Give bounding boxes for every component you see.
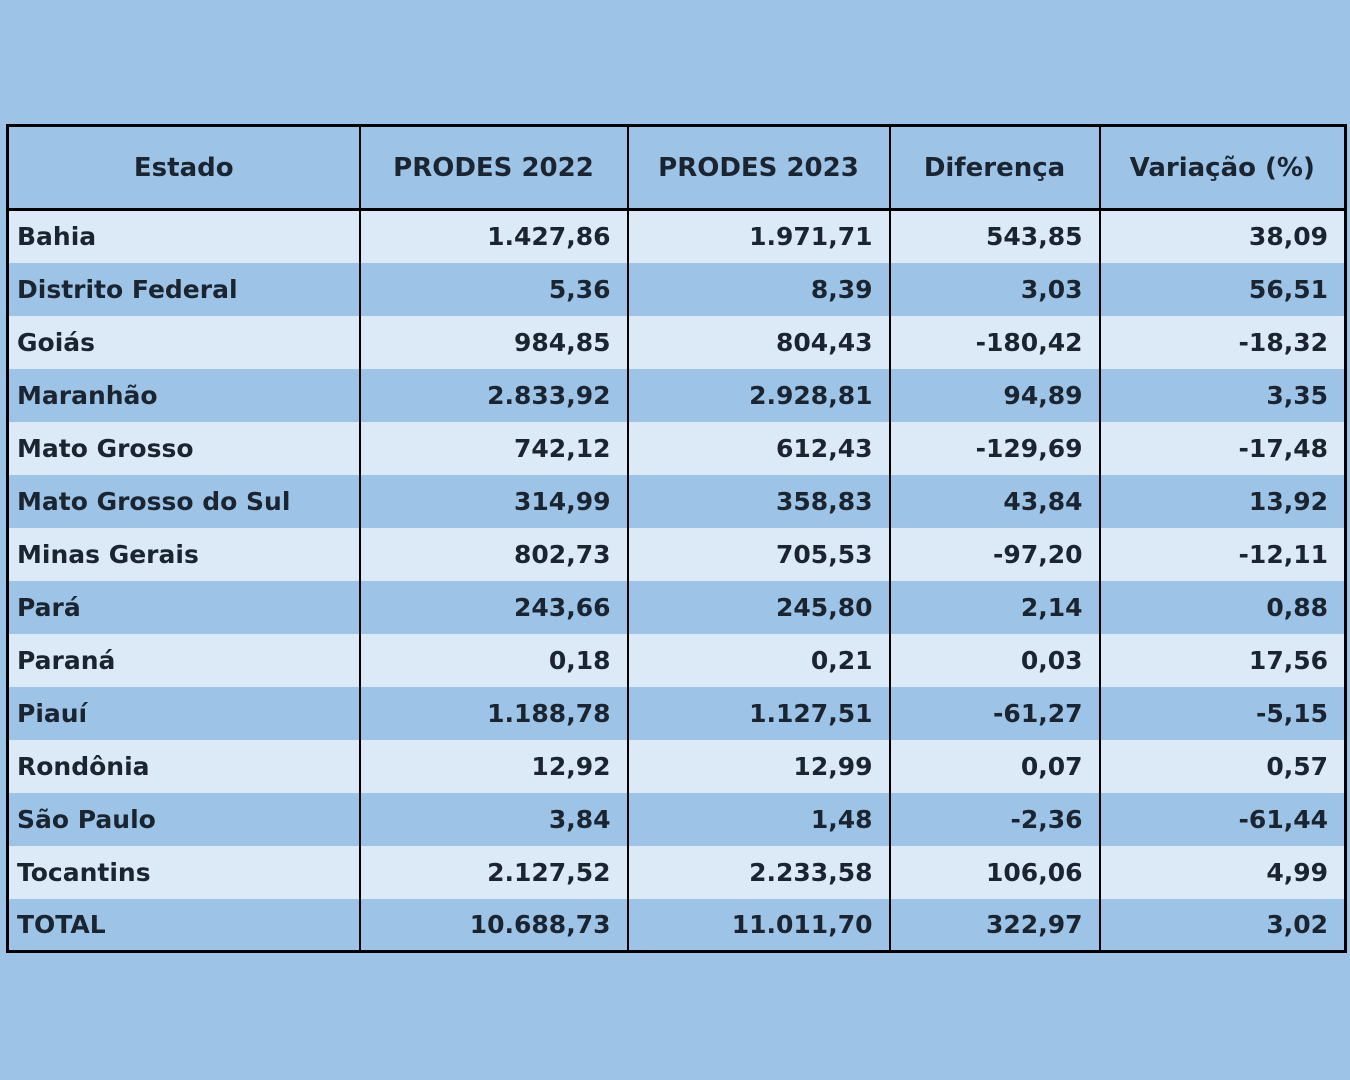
diferenca-cell: 0,07 [888,739,1100,793]
prodes-2022-cell: 0,18 [358,633,628,687]
table-row: Maranhão 2.833,92 2.928,81 94,89 3,35 [7,368,1346,422]
table-row: Rondônia 12,92 12,99 0,07 0,57 [7,739,1346,793]
variacao-cell: -61,44 [1098,792,1346,846]
prodes-2023-cell: 0,21 [626,633,890,687]
prodes-2022-cell: 742,12 [358,421,628,475]
prodes-2022-cell: 2.833,92 [358,368,628,422]
prodes-2023-cell: 8,39 [626,262,890,316]
variacao-cell: 17,56 [1098,633,1346,687]
variacao-cell: -17,48 [1098,421,1346,475]
prodes-2023-cell: 12,99 [626,739,890,793]
prodes-2023-cell: 1.127,51 [626,686,890,740]
prodes-2022-cell: 2.127,52 [358,845,628,899]
diferenca-cell: 106,06 [888,845,1100,899]
prodes-comparison-table: Estado PRODES 2022 PRODES 2023 Diferença… [6,124,1347,953]
prodes-2022-cell: 314,99 [358,474,628,528]
state-cell: Maranhão [17,380,158,410]
diferenca-cell: 2,14 [888,580,1100,634]
diferenca-cell: -2,36 [888,792,1100,846]
table-row: Paraná 0,18 0,21 0,03 17,56 [7,633,1346,687]
table-row: São Paulo 3,84 1,48 -2,36 -61,44 [7,792,1346,846]
table-row-total: TOTAL 10.688,73 11.011,70 322,97 3,02 [7,898,1346,952]
col-header-variacao: Variação (%) [1098,125,1346,211]
prodes-2022-cell: 3,84 [358,792,628,846]
table-row: Mato Grosso 742,12 612,43 -129,69 -17,48 [7,421,1346,475]
prodes-2023-cell: 2.928,81 [626,368,890,422]
prodes-2022-cell: 1.427,86 [358,209,628,263]
table-row: Bahia 1.427,86 1.971,71 543,85 38,09 [7,209,1346,263]
table-row: Pará 243,66 245,80 2,14 0,88 [7,580,1346,634]
table-row: Mato Grosso do Sul 314,99 358,83 43,84 1… [7,474,1346,528]
prodes-2023-cell: 804,43 [626,315,890,369]
table-row: Piauí 1.188,78 1.127,51 -61,27 -5,15 [7,686,1346,740]
diferenca-cell: -97,20 [888,527,1100,581]
diferenca-cell: -129,69 [888,421,1100,475]
state-cell: Paraná [17,645,116,675]
prodes-2023-cell: 1.971,71 [626,209,890,263]
col-header-diferenca: Diferença [888,125,1100,211]
variacao-cell: 0,57 [1098,739,1346,793]
variacao-cell: -12,11 [1098,527,1346,581]
prodes-2023-cell: 11.011,70 [626,898,890,952]
variacao-cell: 4,99 [1098,845,1346,899]
col-header-prodes-2023: PRODES 2023 [626,125,890,211]
variacao-cell: 56,51 [1098,262,1346,316]
state-cell: Piauí [17,698,88,728]
state-cell: Tocantins [17,857,151,887]
diferenca-cell: 43,84 [888,474,1100,528]
prodes-2022-cell: 10.688,73 [358,898,628,952]
prodes-2023-cell: 705,53 [626,527,890,581]
variacao-cell: -5,15 [1098,686,1346,740]
prodes-2022-cell: 1.188,78 [358,686,628,740]
table-row: Goiás 984,85 804,43 -180,42 -18,32 [7,315,1346,369]
prodes-2022-cell: 12,92 [358,739,628,793]
table-row: Minas Gerais 802,73 705,53 -97,20 -12,11 [7,527,1346,581]
diferenca-cell: -180,42 [888,315,1100,369]
state-cell: Mato Grosso [17,433,194,463]
variacao-cell: 13,92 [1098,474,1346,528]
diferenca-cell: 543,85 [888,209,1100,263]
prodes-2022-cell: 5,36 [358,262,628,316]
prodes-2023-cell: 358,83 [626,474,890,528]
state-cell: TOTAL [17,909,106,939]
table-row: Distrito Federal 5,36 8,39 3,03 56,51 [7,262,1346,316]
header-row: Estado PRODES 2022 PRODES 2023 Diferença… [7,125,1346,211]
prodes-2023-cell: 2.233,58 [626,845,890,899]
variacao-cell: 38,09 [1098,209,1346,263]
col-header-prodes-2022: PRODES 2022 [358,125,628,211]
diferenca-cell: 0,03 [888,633,1100,687]
state-cell: Goiás [17,327,96,357]
variacao-cell: 3,35 [1098,368,1346,422]
variacao-cell: 3,02 [1098,898,1346,952]
state-cell: Mato Grosso do Sul [17,486,291,516]
diferenca-cell: 94,89 [888,368,1100,422]
variacao-cell: -18,32 [1098,315,1346,369]
state-cell: São Paulo [17,804,156,834]
state-cell: Minas Gerais [17,539,199,569]
prodes-2023-cell: 612,43 [626,421,890,475]
state-cell: Pará [17,592,81,622]
col-header-estado: Estado [7,125,360,211]
state-cell: Distrito Federal [17,274,238,304]
prodes-2023-cell: 245,80 [626,580,890,634]
state-cell: Rondônia [17,751,150,781]
prodes-2023-cell: 1,48 [626,792,890,846]
prodes-2022-cell: 802,73 [358,527,628,581]
diferenca-cell: -61,27 [888,686,1100,740]
diferenca-cell: 3,03 [888,262,1100,316]
table-row: Tocantins 2.127,52 2.233,58 106,06 4,99 [7,845,1346,899]
data-table: Estado PRODES 2022 PRODES 2023 Diferença… [6,124,1347,953]
state-cell: Bahia [17,222,97,252]
prodes-2022-cell: 243,66 [358,580,628,634]
prodes-2022-cell: 984,85 [358,315,628,369]
variacao-cell: 0,88 [1098,580,1346,634]
diferenca-cell: 322,97 [888,898,1100,952]
